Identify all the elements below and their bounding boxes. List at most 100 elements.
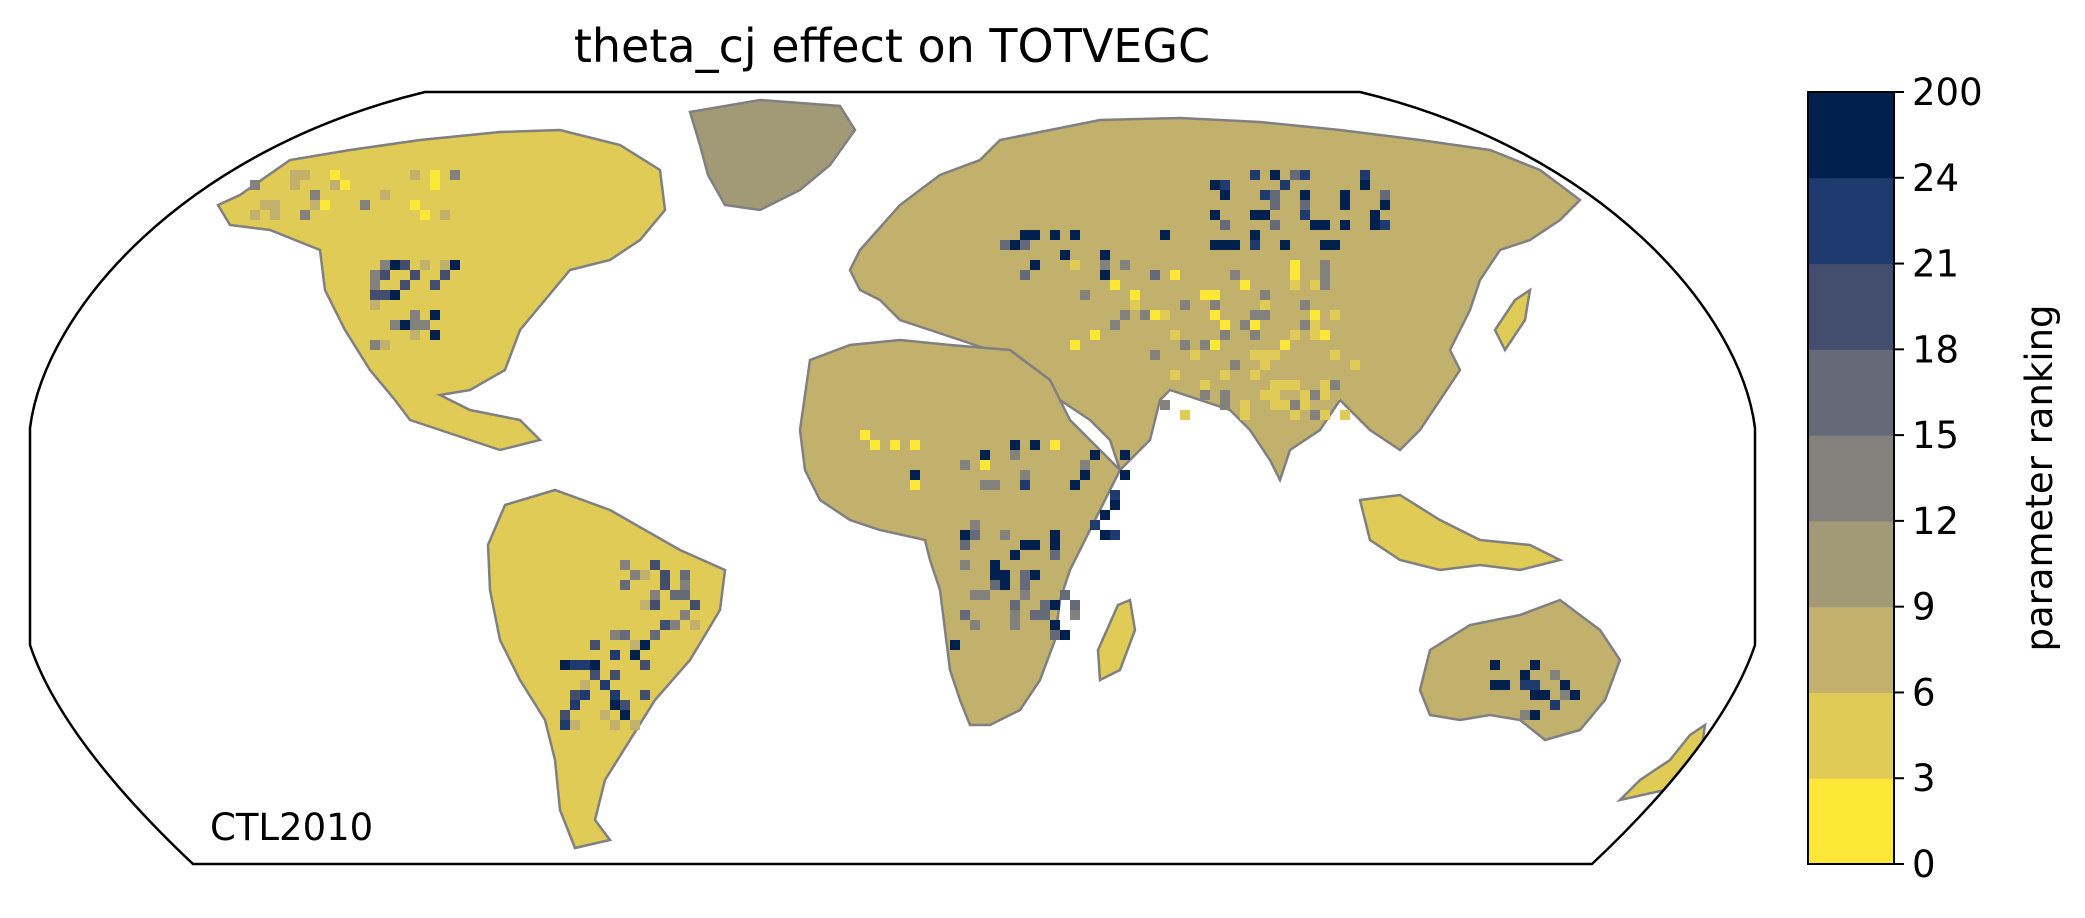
raster-cell [620,580,630,590]
raster-cell [1270,210,1280,220]
raster-cell [1490,680,1500,690]
raster-cell [1500,680,1510,690]
raster-cell [1150,270,1160,280]
raster-cell [640,640,650,650]
colorbar-segments [1808,92,1894,865]
raster-cell [1100,260,1110,270]
raster-cell [370,290,380,300]
raster-cell [1010,450,1020,460]
raster-cell [430,330,440,340]
raster-cell [860,430,870,440]
raster-cell [680,610,690,620]
raster-cell [1110,500,1120,510]
raster-cell [270,210,280,220]
globe-outline [28,90,1757,866]
raster-cell [960,610,970,620]
raster-cell [1100,530,1110,540]
raster-cell [390,210,400,220]
raster-cell [310,190,320,200]
raster-cell [380,340,390,350]
raster-cell [420,260,430,270]
raster-cell [1080,330,1090,340]
raster-cell [1280,400,1290,410]
raster-cell [1370,220,1380,230]
raster-cell [1030,610,1040,620]
raster-cell [340,180,350,190]
raster-cell [1010,240,1020,250]
raster-cell [910,470,920,480]
raster-cell [1050,460,1060,470]
raster-cell [1020,570,1030,580]
raster-cell [1070,440,1080,450]
raster-cell [570,690,580,700]
raster-cell [1310,240,1320,250]
raster-cell [1220,190,1230,200]
raster-cell [1110,490,1120,500]
raster-cell [1300,160,1310,170]
raster-cell [1250,310,1260,320]
raster-cell [1160,310,1170,320]
raster-cell [1210,210,1220,220]
raster-cell [1110,530,1120,540]
raster-cell [1280,240,1290,250]
raster-cell [630,720,640,730]
colorbar-tick-label: 24 [1912,157,1959,200]
raster-cell [1300,210,1310,220]
colorbar-segment [1808,177,1894,265]
raster-cell [1060,590,1070,600]
region-japan [1493,287,1532,353]
raster-cell [1020,230,1030,240]
raster-cell [1320,220,1330,230]
raster-cell [1320,280,1330,290]
raster-cell [1060,470,1070,480]
raster-cell [960,480,970,490]
raster-cell [1130,290,1140,300]
raster-cell [1320,230,1330,240]
raster-cell [1280,190,1290,200]
raster-cell [890,440,900,450]
raster-cell [410,170,420,180]
raster-cell [1050,530,1060,540]
raster-cell [1190,350,1200,360]
raster-cell [1240,410,1250,420]
raster-cell [1180,340,1190,350]
raster-cell [1300,320,1310,330]
raster-cell [1070,610,1080,620]
raster-cell [1150,260,1160,270]
raster-cell [680,570,690,580]
raster-cell [690,600,700,610]
colorbar-tick-label: 21 [1912,243,1959,286]
raster-cell [1340,410,1350,420]
raster-cell [1120,260,1130,270]
raster-cell [1330,240,1340,250]
raster-cell [1300,200,1310,210]
raster-cell [300,170,310,180]
colorbar-frame [1807,91,1895,865]
raster-cell [1270,200,1280,210]
map-title: theta_cj effect on TOTVEGC [574,19,1210,73]
raster-cell [1030,580,1040,590]
raster-cell [1080,470,1090,480]
raster-cell [980,620,990,630]
colorbar: 0 3 6 9 12 15 18 21 24 200 parameter ranking [1807,71,2061,886]
raster-cell [450,170,460,180]
raster-cell [650,630,660,640]
raster-cell [1270,400,1280,410]
raster-cell [1230,360,1240,370]
raster-cell [1120,450,1130,460]
raster-cell [1020,240,1030,250]
raster-cell [400,260,410,270]
raster-cell [1310,360,1320,370]
raster-cell [430,180,440,190]
raster-cell [1290,400,1300,410]
raster-cell [1120,470,1130,480]
raster-cell [1030,570,1040,580]
raster-cell [1270,380,1280,390]
raster-cell [1020,540,1030,550]
raster-cell [1130,260,1140,270]
raster-cell [1060,450,1070,460]
raster-cell [620,710,630,720]
raster-cell [1330,310,1340,320]
raster-cell [650,600,660,610]
raster-cell [1290,290,1300,300]
